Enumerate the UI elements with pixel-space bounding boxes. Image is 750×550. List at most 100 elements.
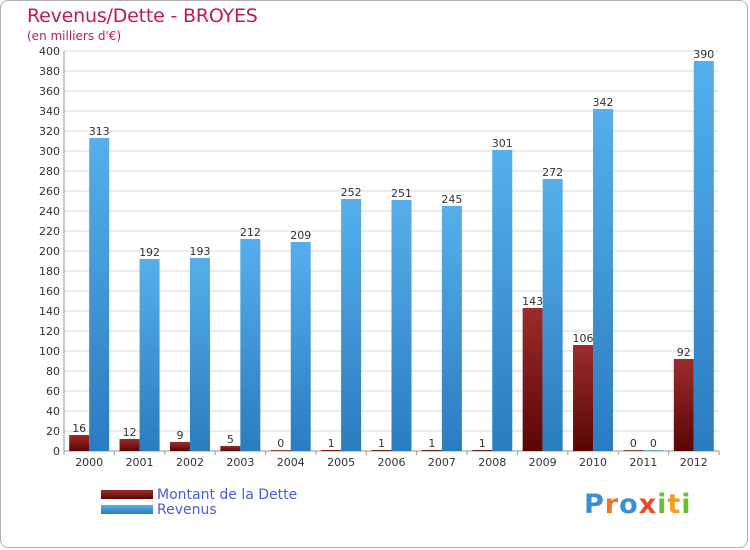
bars (69, 61, 714, 451)
bar-revenus (89, 138, 110, 451)
legend-item-revenus: Revenus (101, 501, 297, 518)
data-label: 192 (139, 246, 160, 259)
x-tick-label: 2002 (176, 456, 204, 469)
x-tick-label: 2004 (277, 456, 305, 469)
data-label: 313 (89, 125, 110, 138)
bar-revenus (693, 61, 714, 451)
bar-revenus (240, 239, 261, 451)
bar-revenus (593, 109, 614, 451)
bar-revenus (643, 450, 664, 451)
bar-dette (673, 359, 694, 451)
x-tick-label: 2006 (378, 456, 406, 469)
y-tick-label: 380 (39, 65, 60, 78)
data-label: 106 (573, 332, 594, 345)
data-label: 245 (441, 193, 462, 206)
y-tick-label: 200 (39, 245, 60, 258)
y-tick-label: 40 (46, 405, 60, 418)
legend: Montant de la Dette Revenus (101, 486, 298, 518)
bar-dette (472, 450, 493, 451)
bar-revenus (492, 150, 513, 451)
x-tick-label: 2011 (629, 456, 657, 469)
bar-dette (421, 450, 442, 451)
y-tick-label: 20 (46, 425, 60, 438)
y-tick-label: 0 (53, 445, 60, 458)
bar-dette (119, 439, 140, 451)
data-label: 0 (277, 437, 284, 450)
data-label: 342 (593, 96, 614, 109)
y-tick-label: 80 (46, 365, 60, 378)
y-tick-label: 280 (39, 165, 60, 178)
bar-revenus (290, 242, 311, 451)
y-tick-label: 320 (39, 125, 60, 138)
legend-label-dette: Montant de la Dette (157, 486, 298, 503)
y-tick-label: 120 (39, 325, 60, 338)
data-label: 301 (492, 137, 513, 150)
x-tick-label: 2005 (327, 456, 355, 469)
x-axis-ticks: 2000 2001 2002 2003 2004 2005 2006 2007 2008 2009… (63, 451, 720, 469)
legend-swatch-revenus (101, 505, 153, 514)
y-tick-label: 400 (39, 45, 60, 58)
data-label: 1 (428, 437, 435, 450)
y-tick-label: 300 (39, 145, 60, 158)
x-tick-label: 2008 (478, 456, 506, 469)
data-label: 0 (630, 437, 637, 450)
y-tick-label: 100 (39, 345, 60, 358)
data-label: 1 (378, 437, 385, 450)
bar-revenus (189, 258, 210, 451)
data-label: 5 (227, 433, 234, 446)
legend-label-revenus: Revenus (157, 501, 217, 518)
data-label: 251 (391, 187, 412, 200)
chart-subtitle: (en milliers d'€) (27, 29, 122, 43)
bar-dette (371, 450, 392, 451)
y-tick-label: 360 (39, 85, 60, 98)
chart-title: Revenus/Dette - BROYES (27, 5, 258, 27)
y-tick-label: 220 (39, 225, 60, 238)
bar-dette (522, 308, 543, 451)
y-tick-label: 140 (39, 305, 60, 318)
legend-swatch-dette (101, 490, 153, 499)
data-label: 0 (650, 437, 657, 450)
data-label: 92 (677, 346, 691, 359)
data-label: 16 (72, 422, 86, 435)
data-label: 252 (341, 186, 362, 199)
x-tick-label: 2003 (226, 456, 254, 469)
bar-dette (69, 435, 90, 451)
x-tick-label: 2010 (579, 456, 607, 469)
data-label: 209 (290, 229, 311, 242)
y-axis-ticks: 0 20 40 60 80 100 120 140 160 180 200 220 240 260 280 3… (39, 45, 60, 458)
y-tick-label: 180 (39, 265, 60, 278)
bar-dette (623, 450, 644, 451)
proxiti-logo: Proxiti (584, 489, 692, 520)
data-label: 212 (240, 226, 261, 239)
y-tick-label: 260 (39, 185, 60, 198)
data-label: 143 (522, 295, 543, 308)
bar-revenus (391, 200, 412, 451)
x-tick-label: 2001 (126, 456, 154, 469)
bar-revenus (139, 259, 160, 451)
data-labels: 16 313 12 192 9 193 5 212 0 209 1 252 1 251 1 245 1 301 14… (72, 48, 714, 450)
data-label: 1 (328, 437, 335, 450)
bar-revenus (542, 179, 563, 451)
x-tick-label: 2007 (428, 456, 456, 469)
data-label: 12 (123, 426, 137, 439)
y-tick-label: 160 (39, 285, 60, 298)
data-label: 1 (479, 437, 486, 450)
bar-dette (573, 345, 594, 451)
bar-dette (220, 446, 241, 451)
bar-dette (321, 450, 342, 451)
data-label: 272 (542, 166, 563, 179)
bar-dette (169, 442, 190, 451)
x-tick-label: 2012 (680, 456, 708, 469)
data-label: 193 (189, 245, 210, 258)
x-tick-label: 2000 (75, 456, 103, 469)
x-tick-label: 2009 (529, 456, 557, 469)
bar-revenus (441, 206, 462, 451)
data-label: 390 (693, 48, 714, 61)
y-tick-label: 60 (46, 385, 60, 398)
data-label: 9 (176, 429, 183, 442)
y-tick-label: 240 (39, 205, 60, 218)
legend-item-dette: Montant de la Dette (101, 486, 298, 503)
bar-revenus (341, 199, 362, 451)
